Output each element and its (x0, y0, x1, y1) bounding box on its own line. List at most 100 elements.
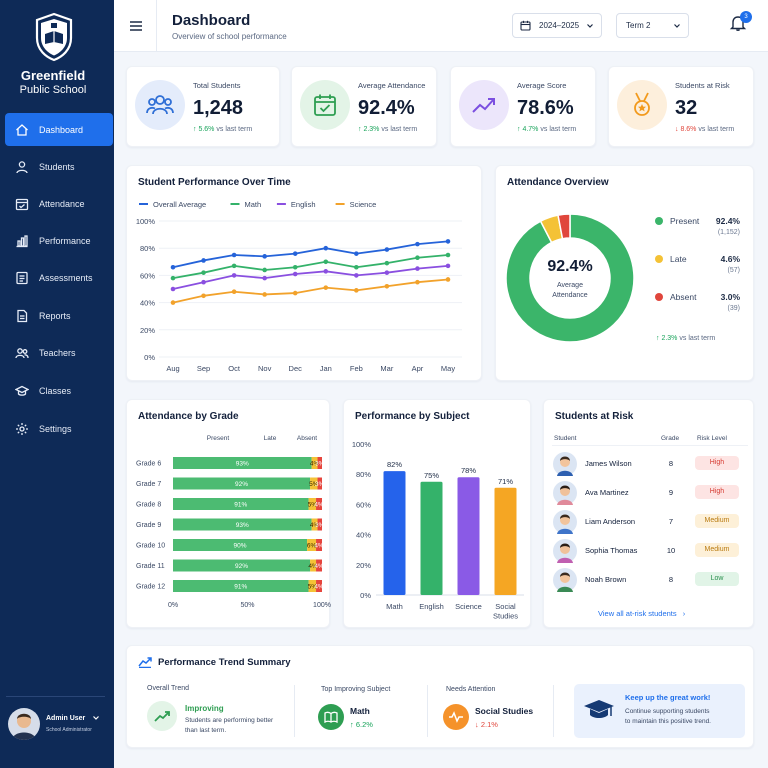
legend-label: English (291, 200, 316, 209)
y-tick-label: 60% (356, 500, 371, 509)
x-tick-label: Jan (320, 364, 332, 373)
legend-label: Late (670, 254, 687, 264)
bar-value-label: 3% (315, 481, 325, 488)
data-point (201, 270, 206, 275)
attendance-overview-card: Attendance Overview 92.4% Average Attend… (495, 165, 754, 381)
stat-card-students-at-risk: Students at Risk 32 ↓ 8.6% vs last term (608, 66, 754, 147)
bar-value-label: 4% (314, 563, 324, 570)
y-tick-label: 40% (140, 299, 155, 308)
stat-card-average-score: Average Score 78.6% ↑ 4.7% vs last term (450, 66, 596, 147)
divider (156, 0, 157, 52)
sidebar-item-label: Settings (39, 423, 72, 434)
sidebar-item-attendance[interactable]: Attendance (5, 187, 113, 220)
bar-segment (316, 539, 322, 551)
legend-label: Present (670, 216, 700, 226)
calendar-icon (520, 20, 531, 31)
sidebar-item-dashboard[interactable]: Dashboard (5, 113, 113, 146)
needs-attention-value: Social Studies (475, 706, 534, 716)
users-icon (15, 347, 29, 358)
table-row[interactable]: Noah Brown 8 Low (544, 566, 755, 594)
legend-pct: 92.4% (715, 216, 740, 226)
data-point (354, 251, 359, 256)
donut-center-label: Average Attendance (552, 282, 588, 299)
y-tick-label: 0% (360, 591, 371, 600)
divider (553, 685, 554, 737)
donut-center-value: 92.4% (547, 258, 593, 275)
user-menu[interactable]: Admin User School Administrator (6, 706, 108, 746)
top-improving-value: Math (350, 706, 370, 716)
student-grade: 8 (668, 575, 674, 584)
list-icon (16, 271, 28, 284)
data-point (201, 258, 206, 263)
table-row[interactable]: Ava Martinez 9 High (544, 479, 755, 507)
stat-card-average-attendance: Average Attendance 92.4% ↑ 2.3% vs last … (291, 66, 437, 147)
table-row[interactable]: Liam Anderson 7 Medium (544, 508, 755, 536)
performance-by-subject-card: Performance by Subject 0% 20% 40% 60% 80% 100… (343, 399, 531, 628)
table-row[interactable]: James Wilson 8 High (544, 450, 755, 478)
stat-value: 1,248 (193, 97, 244, 119)
bar-segment (173, 539, 308, 551)
data-point (201, 279, 206, 285)
x-tick-label: 0% (168, 602, 178, 609)
data-point (415, 241, 420, 247)
academic-year-select[interactable]: 2024–2025 (512, 13, 602, 38)
chart-title: Attendance Overview (507, 177, 609, 188)
student-name: Ava Martinez (585, 488, 629, 497)
data-point (384, 247, 390, 252)
pie-slice (505, 213, 635, 343)
column-header: Absent (297, 435, 317, 442)
avatar (553, 510, 577, 534)
bar-segment (173, 580, 309, 592)
view-all-label: View all at-risk students (598, 609, 677, 618)
bar-segment (310, 477, 318, 490)
row-label: Grade 10 (136, 543, 165, 550)
menu-button[interactable] (122, 12, 150, 40)
x-tick-label: English (419, 602, 444, 611)
bar-value-label: 75% (424, 471, 439, 480)
graduation-cap-icon (584, 700, 614, 718)
tip-title: Keep up the great work! (625, 693, 711, 702)
sidebar-item-performance[interactable]: Performance (5, 224, 113, 257)
sidebar-item-settings[interactable]: Settings (5, 412, 113, 445)
bar-value-label: 71% (498, 477, 513, 486)
risk-level-badge: High (695, 456, 739, 470)
trend-chart-icon (138, 657, 152, 668)
bar-segment (173, 559, 311, 572)
x-tick-label: Math (386, 602, 403, 611)
risk-level-badge: Medium (695, 543, 739, 557)
y-tick-label: 80% (140, 244, 155, 253)
sidebar-item-reports[interactable]: Reports (5, 299, 113, 332)
legend-pct: 4.6% (720, 254, 740, 264)
view-all-at-risk-link[interactable]: View all at-risk students › (598, 609, 685, 618)
table-row[interactable]: Sophia Thomas 10 Medium (544, 537, 755, 565)
x-tick-label: Dec (289, 364, 303, 373)
bar-value-label: 4% (310, 461, 320, 468)
data-point (445, 252, 451, 258)
term-select[interactable]: Term 2 (616, 13, 689, 38)
sidebar-item-classes[interactable]: Classes (5, 374, 113, 407)
needs-attention-label: Needs Attention (446, 686, 496, 693)
data-point (415, 255, 420, 261)
stat-trend: ↑ 5.6% vs last term (193, 126, 252, 133)
chevron-down-icon (587, 23, 593, 28)
bar-value-label: 91% (234, 502, 247, 509)
stat-delta: 8.6% (680, 126, 697, 133)
page-title: Dashboard (172, 12, 251, 29)
row-label: Grade 7 (136, 481, 161, 488)
sidebar-item-students[interactable]: Students (5, 150, 113, 183)
arrow-up-icon: ↑ (350, 720, 354, 729)
sidebar-item-label: Teachers (39, 347, 76, 358)
data-point (292, 271, 298, 277)
data-point (231, 289, 237, 295)
student-grade: 8 (668, 459, 674, 468)
data-point (384, 270, 390, 275)
data-point (323, 269, 329, 274)
sidebar-item-label: Reports (39, 310, 71, 321)
column-header-grade: Grade (661, 435, 680, 442)
sidebar-item-teachers[interactable]: Teachers (5, 336, 113, 369)
needs-attention-delta: ↓ 2.1% (475, 720, 498, 729)
avatar (553, 452, 577, 476)
chevron-down-icon (93, 716, 99, 720)
sidebar-item-assessments[interactable]: Assessments (5, 261, 113, 294)
